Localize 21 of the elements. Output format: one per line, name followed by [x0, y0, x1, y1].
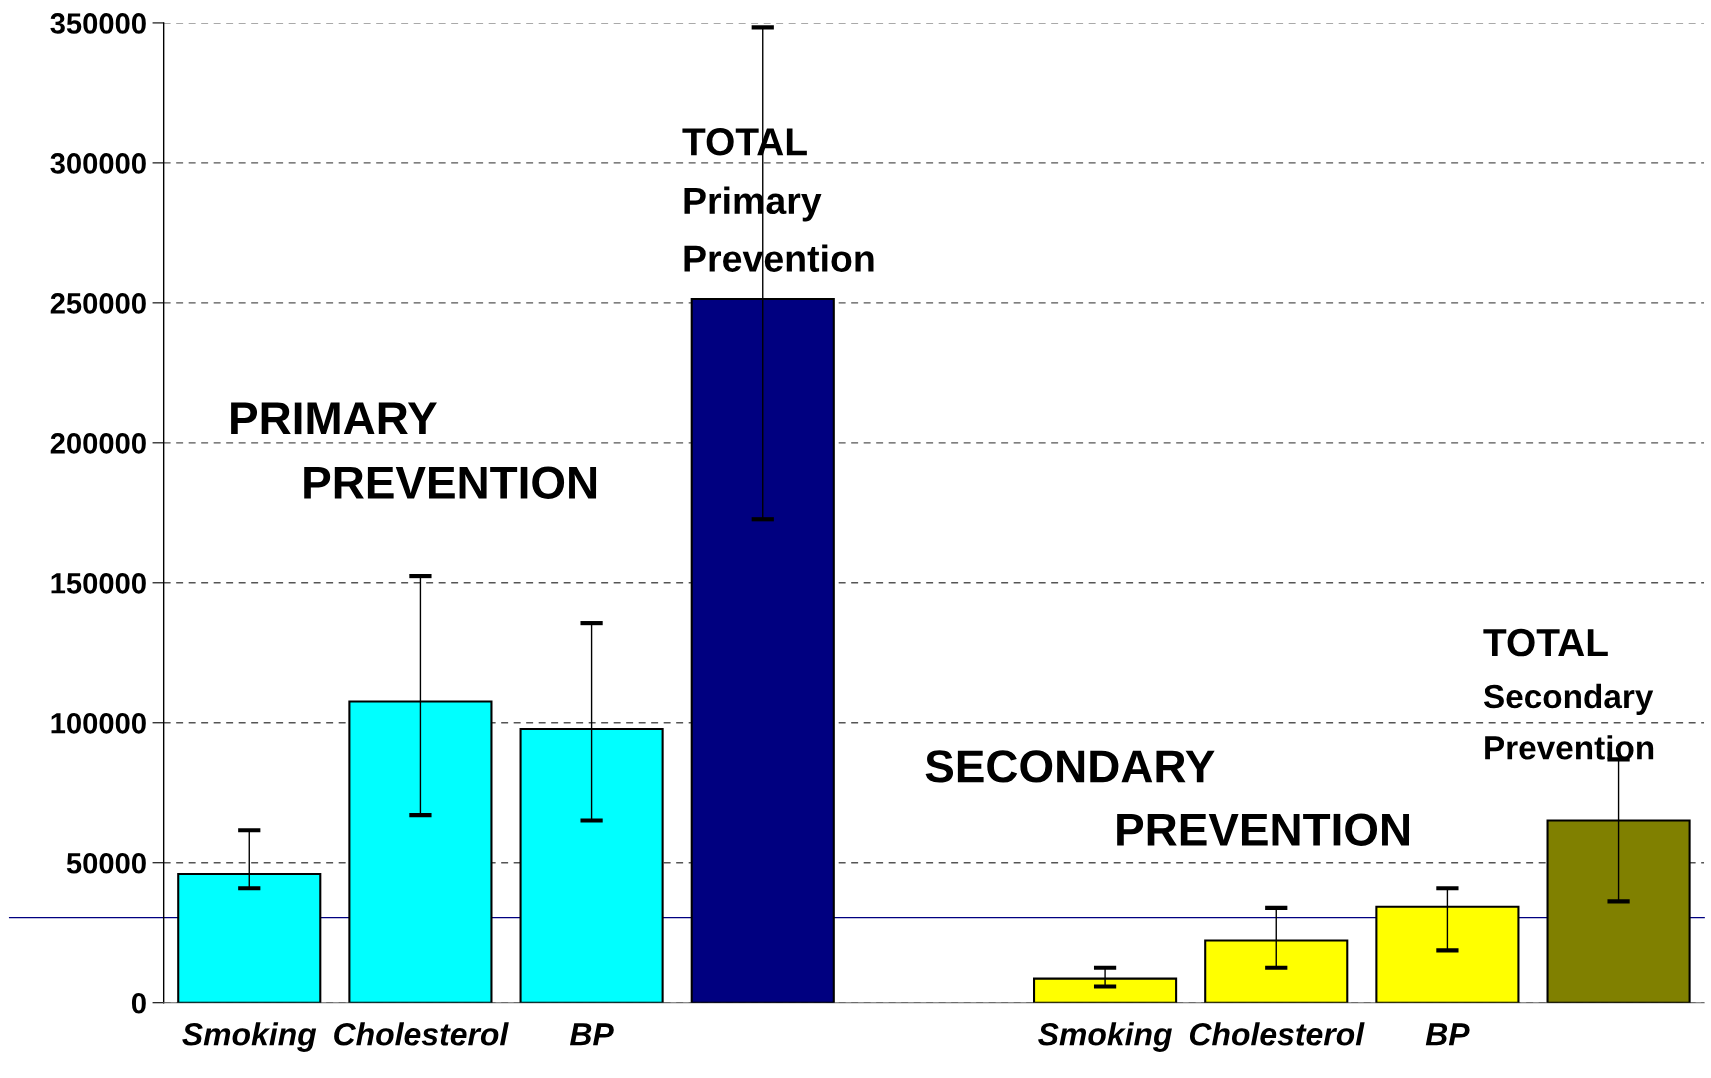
- y-tick-label: 100000: [51, 712, 146, 734]
- x-tick-label: BP: [1425, 1023, 1470, 1046]
- x-tick-label: Cholesterol: [334, 1022, 509, 1046]
- x-tick-label: BP: [569, 1023, 614, 1046]
- y-tick-label: 350000: [50, 13, 146, 34]
- y-tick-label: 300000: [50, 153, 146, 174]
- x-tick-label: Cholesterol: [1189, 1022, 1365, 1046]
- annotation: SECONDARY: [925, 750, 1215, 783]
- y-tick-label: 250000: [50, 293, 146, 314]
- annotation: PREVENTION: [1117, 813, 1409, 846]
- annotation: PREVENTION: [304, 466, 597, 499]
- y-tick-label: 150000: [51, 573, 146, 594]
- x-tick-label: Smoking: [182, 1022, 317, 1052]
- annotation: PRIMARY: [231, 402, 437, 435]
- annotation: TOTAL: [1483, 628, 1608, 657]
- y-tick-label: 0: [131, 992, 146, 1014]
- y-tick-label: 200000: [50, 433, 146, 454]
- y-tick-label: 50000: [66, 852, 146, 874]
- annotation: Secondary: [1483, 683, 1654, 715]
- x-tick-label: Smoking: [1038, 1022, 1172, 1052]
- annotation: Prevention: [1485, 735, 1654, 760]
